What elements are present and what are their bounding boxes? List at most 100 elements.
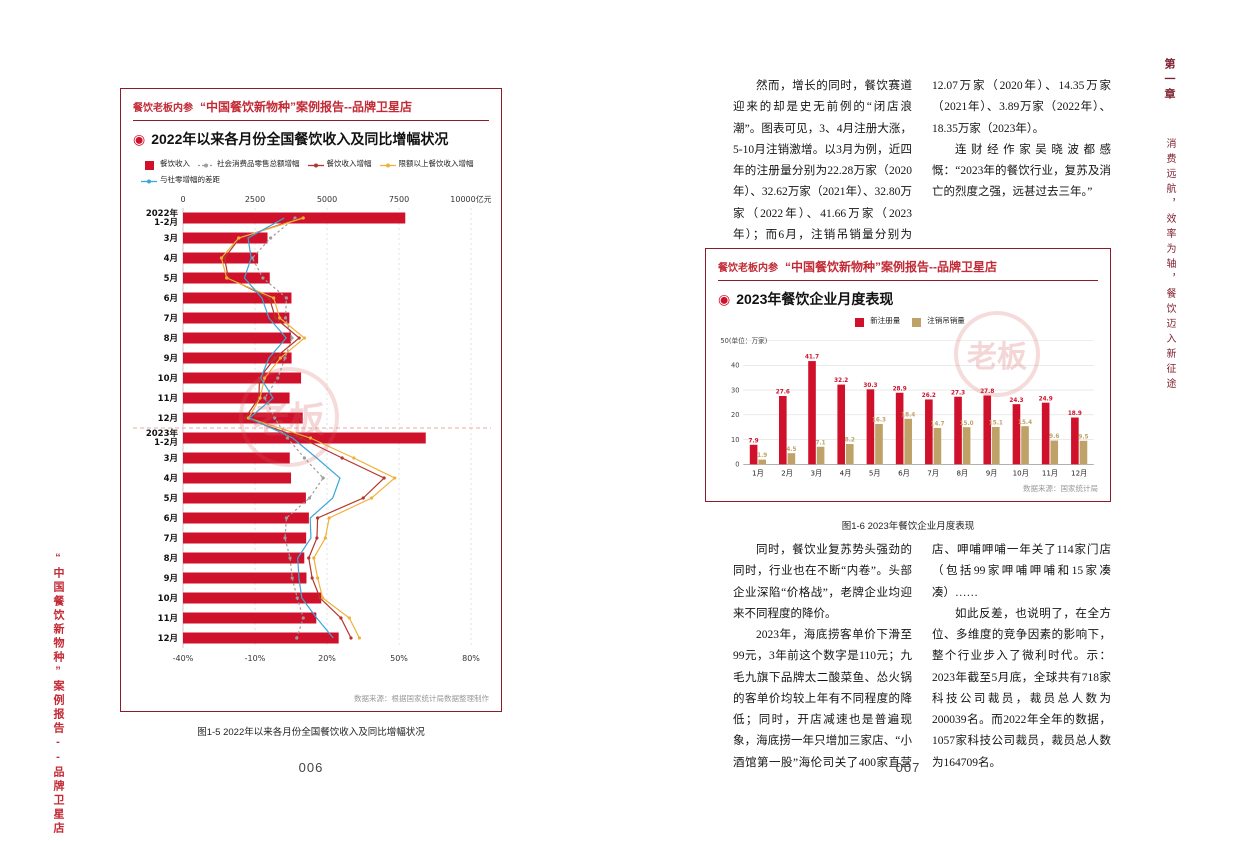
chart-title: ◉ 2022年以来各月份全国餐饮收入及同比增幅状况 [133,129,489,149]
brand-label: 餐饮老板内参 [133,103,193,114]
legend-swatch [379,163,396,168]
legend-swatch [141,179,157,184]
svg-text:50(单位：万家): 50(单位：万家) [720,336,767,345]
svg-text:10: 10 [731,436,739,444]
svg-text:6月: 6月 [164,514,178,524]
legend-swatch [198,163,214,168]
svg-text:32.2: 32.2 [834,378,848,384]
left-margin-book-title: “中国餐饮新物种”案例报告--品牌卫星店 [52,552,64,836]
svg-text:-40%: -40% [173,654,194,663]
svg-text:3月: 3月 [810,469,822,478]
figure-1-6-caption: 图1-6 2023年餐饮企业月度表现 [841,521,975,532]
paragraph: 然而，增长的同时，餐饮赛道迎来的却是史无前例的“闭店浪潮”。图表可见，3、4月注… [733,80,1111,241]
svg-text:10月: 10月 [158,374,178,384]
svg-text:4.5: 4.5 [786,447,796,453]
svg-text:6月: 6月 [898,469,910,478]
svg-text:7月: 7月 [927,469,939,478]
legend-item: 新注册量 [851,314,900,327]
legend-item: 餐饮收入增幅 [307,157,372,170]
svg-text:7500: 7500 [389,195,409,204]
svg-text:15.1: 15.1 [989,421,1003,427]
paragraph: 2023年，海底捞客单价下滑至99元，3年前这个数字是110元；九毛九旗下品牌太… [733,544,1111,769]
legend-swatch [855,318,865,327]
svg-text:8.2: 8.2 [845,438,855,444]
svg-text:18.4: 18.4 [901,412,915,418]
svg-text:3月: 3月 [164,234,178,244]
legend-item: 社会消费品零售总额增幅 [198,157,300,170]
report-series-title: “中国餐饮新物种”案例报告--品牌卫星店 [200,100,412,114]
svg-text:10月: 10月 [158,594,178,604]
svg-text:0: 0 [735,461,739,469]
bullet-icon: ◉ [718,291,731,307]
svg-text:11月: 11月 [158,614,178,624]
svg-text:16.3: 16.3 [872,418,886,424]
svg-text:41.7: 41.7 [805,355,819,361]
svg-text:2月: 2月 [781,469,793,478]
svg-text:30: 30 [731,386,739,394]
chart-title: ◉ 2023年餐饮企业月度表现 [718,289,1098,309]
data-source-note: 数据来源：国家统计局 [1023,484,1098,493]
svg-text:80%: 80% [462,654,480,663]
svg-text:8月: 8月 [956,469,968,478]
svg-text:5月: 5月 [869,469,881,478]
svg-text:20%: 20% [318,654,336,663]
paragraph: 同时，餐饮业复苏势头强劲的同时，行业也在不断“内卷”。头部企业深陷“价格战”，老… [733,544,912,620]
figure-1-5-caption: 图1-5 2022年以来各月份全国餐饮收入及同比增幅状况 [197,727,425,738]
svg-text:10月: 10月 [1013,469,1029,478]
svg-text:12月: 12月 [158,414,178,424]
right-margin-chapter: 第一章 消费远航，效率为轴，餐饮迈入新征途 [1160,58,1178,393]
page-number-left: 006 [298,760,324,775]
svg-text:15.4: 15.4 [1018,420,1032,426]
svg-text:9.6: 9.6 [1049,434,1059,440]
svg-text:4月: 4月 [164,474,178,484]
svg-text:4月: 4月 [164,254,178,264]
svg-text:9月: 9月 [164,574,178,584]
legend-item: 餐饮收入 [141,157,190,170]
svg-text:12月: 12月 [158,634,178,644]
chapter-label: 第一章 [1163,58,1175,103]
paragraph: 连财经作家吴晓波都感慨：“2023年的餐饮行业，复苏及消亡的烈度之强，远甚过去三… [932,143,1111,199]
svg-text:9月: 9月 [986,469,998,478]
svg-text:7.1: 7.1 [816,440,826,446]
data-source-note: 数据来源：根据国家统计局数据整理制作 [354,694,489,703]
svg-text:5000: 5000 [317,195,337,204]
legend-swatch [145,161,154,170]
brand-label: 餐饮老板内参 [718,263,778,274]
svg-text:11月: 11月 [1042,469,1058,478]
svg-text:27.8: 27.8 [980,389,994,395]
figure-1-5-box: 餐饮老板内参 “中国餐饮新物种”案例报告--品牌卫星店 ◉ 2022年以来各月份… [120,88,502,712]
svg-text:9.5: 9.5 [1078,434,1088,440]
svg-text:12月: 12月 [1071,469,1087,478]
revenue-and-growth-chart: 0 2500 5000 7500 10000亿元 2022年 1-2月 3月 4月 5月 6月 7月 8… [133,194,491,663]
svg-text:8月: 8月 [164,334,178,344]
body-text-top: 然而，增长的同时，餐饮赛道迎来的却是史无前例的“闭店浪潮”。图表可见，3、4月注… [733,76,1111,248]
svg-text:1.9: 1.9 [757,453,767,459]
svg-text:50%: 50% [390,654,408,663]
chart-title-text: 2022年以来各月份全国餐饮收入及同比增幅状况 [151,131,449,147]
svg-text:30.3: 30.3 [863,383,877,389]
chart-legend: 新注册量 注销吊销量 [718,314,1098,327]
svg-text:-10%: -10% [245,654,266,663]
svg-text:14.7: 14.7 [930,422,944,428]
svg-text:28.9: 28.9 [893,386,907,392]
svg-text:24.9: 24.9 [1039,396,1053,402]
legend-item: 限额以上餐饮收入增幅 [379,157,474,170]
svg-text:2500: 2500 [245,195,265,204]
svg-text:7月: 7月 [164,314,178,324]
chapter-subtitle: 消费远航，效率为轴，餐饮迈入新征途 [1164,138,1175,393]
paragraph: 如此反差，也说明了，在全方位、多维度的竞争因素的影响下，整个行业步入了微利时代。… [932,607,1111,769]
svg-text:5月: 5月 [164,494,178,504]
chart-box-header: 餐饮老板内参 “中国餐饮新物种”案例报告--品牌卫星店 [718,258,1098,281]
body-text-bottom: 同时，餐饮业复苏势头强劲的同时，行业也在不断“内卷”。头部企业深陷“价格战”，老… [733,540,1111,778]
svg-text:27.3: 27.3 [951,390,965,396]
svg-text:1月: 1月 [752,469,764,478]
svg-text:24.3: 24.3 [1009,398,1023,404]
svg-text:9月: 9月 [164,354,178,364]
page-number-right: 007 [895,760,921,775]
svg-text:7.9: 7.9 [749,438,759,444]
bullet-icon: ◉ [133,131,146,147]
legend-item: 与社零增幅的差距 [141,173,220,186]
svg-text:27.6: 27.6 [776,390,790,396]
